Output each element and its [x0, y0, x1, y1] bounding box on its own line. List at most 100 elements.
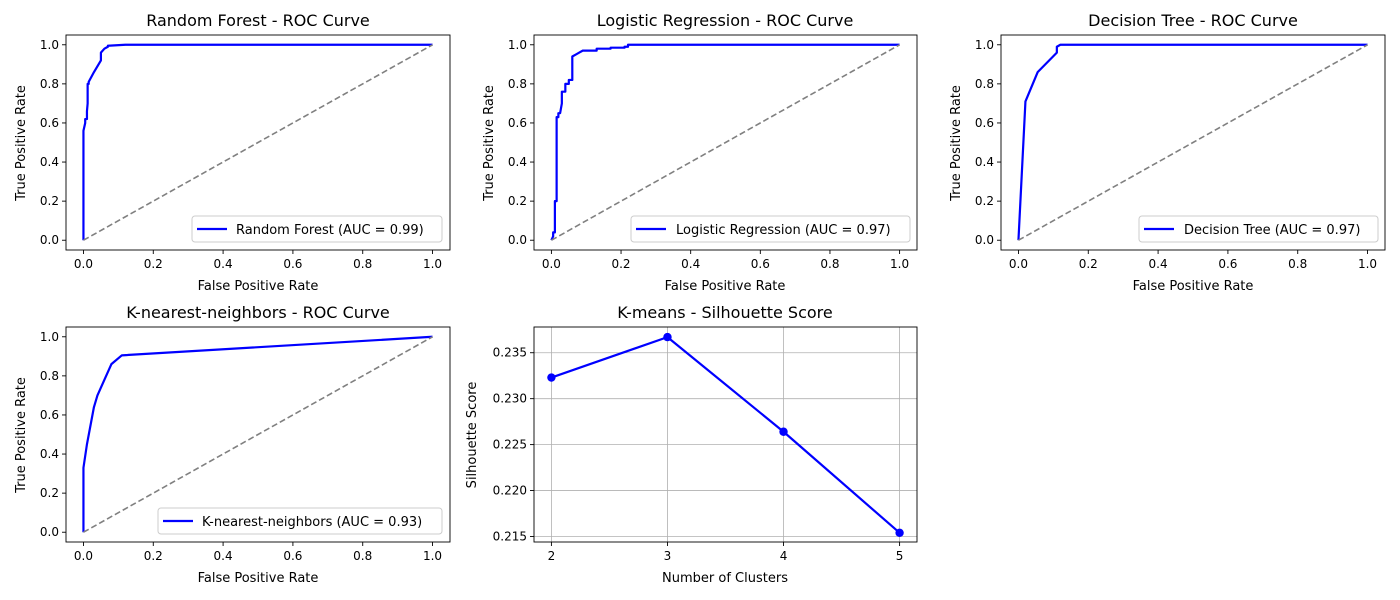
y-tick-label: 0.0: [508, 233, 527, 247]
x-tick-label: 0.8: [353, 549, 372, 563]
y-tick-label: 0.2: [975, 194, 994, 208]
legend-label: Decision Tree (AUC = 0.97): [1184, 223, 1360, 238]
legend-box: [191, 215, 443, 243]
y-tick-label: 0.8: [40, 369, 59, 383]
y-axis-label: True Positive Rate: [14, 377, 29, 494]
x-tick-label: 5: [896, 549, 904, 563]
x-tick-label: 2: [548, 549, 556, 563]
y-tick-label: 0.235: [493, 346, 527, 360]
series-line: [551, 336, 901, 534]
series-line: [1017, 43, 1368, 241]
x-tick-label: 1.0: [890, 257, 909, 271]
chart-title: K-means - Silhouette Score: [617, 303, 833, 322]
x-tick-label: 0.4: [681, 257, 700, 271]
y-tick-label: 0.0: [40, 233, 59, 247]
x-tick-label: 0.6: [283, 257, 302, 271]
y-tick-label: 0.2: [40, 194, 59, 208]
y-tick-label: 0.2: [508, 194, 527, 208]
plot-frame: [65, 34, 451, 251]
x-tick-label: 0.6: [1218, 257, 1237, 271]
chart-title: Logistic Regression - ROC Curve: [597, 11, 854, 30]
y-axis-label: True Positive Rate: [482, 85, 497, 202]
x-tick-label: 1.0: [423, 257, 442, 271]
x-tick-label: 0.0: [1009, 257, 1028, 271]
plot-frame: [65, 326, 451, 543]
y-tick-label: 1.0: [40, 38, 59, 52]
legend-label: Logistic Regression (AUC = 0.97): [676, 223, 891, 238]
x-tick-label: 0.2: [144, 549, 163, 563]
silhouette-score-chart: K-means - Silhouette Score Number of Clu…: [465, 303, 918, 586]
chart-title: K-nearest-neighbors - ROC Curve: [126, 303, 390, 322]
data-point: [779, 427, 788, 436]
chart-title: Random Forest - ROC Curve: [146, 11, 370, 30]
chance-diagonal-line: [83, 44, 433, 241]
legend-box: [630, 215, 911, 243]
y-tick-label: 0.6: [40, 116, 59, 130]
legend-box: [157, 507, 443, 535]
y-tick-label: 0.0: [975, 233, 994, 247]
x-tick-label: 0.0: [74, 549, 93, 563]
plot-frame: [533, 326, 918, 543]
y-tick-label: 0.6: [40, 408, 59, 422]
y-tick-label: 1.0: [508, 38, 527, 52]
x-tick-label: 0.2: [1079, 257, 1098, 271]
y-tick-label: 0.220: [493, 484, 527, 498]
data-point: [895, 528, 904, 538]
y-axis-label: Silhouette Score: [465, 382, 480, 489]
x-axis-label: False Positive Rate: [1133, 279, 1254, 294]
x-tick-label: 0.8: [353, 257, 372, 271]
x-axis-label: Number of Clusters: [662, 571, 788, 586]
chance-diagonal-line: [551, 44, 900, 241]
y-tick-label: 0.6: [508, 116, 527, 130]
x-tick-label: 0.4: [214, 549, 233, 563]
x-tick-label: 0.0: [542, 257, 561, 271]
x-tick-label: 1.0: [423, 549, 442, 563]
x-tick-label: 1.0: [1358, 257, 1377, 271]
x-tick-label: 0.4: [1149, 257, 1168, 271]
y-tick-label: 0.8: [508, 77, 527, 91]
y-tick-label: 0.8: [40, 77, 59, 91]
roc-chart-random-forest: Random Forest - ROC Curve False Positive…: [14, 11, 451, 294]
y-tick-label: 0.8: [975, 77, 994, 91]
x-tick-label: 0.2: [611, 257, 630, 271]
x-tick-label: 0.2: [144, 257, 163, 271]
y-tick-label: 0.215: [493, 529, 527, 543]
y-tick-label: 0.0: [40, 525, 59, 539]
y-tick-label: 0.225: [493, 438, 527, 452]
data-point: [547, 373, 556, 382]
roc-chart-logistic-regression: Logistic Regression - ROC Curve False Po…: [482, 11, 918, 294]
x-axis-label: False Positive Rate: [665, 279, 786, 294]
y-tick-label: 0.4: [40, 447, 59, 461]
x-tick-label: 0.6: [283, 549, 302, 563]
series-line: [550, 43, 900, 241]
roc-chart-k-nearest-neighbors: K-nearest-neighbors - ROC Curve False Po…: [14, 303, 451, 586]
y-axis-label: True Positive Rate: [949, 85, 964, 202]
legend-label: Random Forest (AUC = 0.99): [236, 223, 424, 238]
chance-diagonal-line: [1018, 44, 1368, 241]
x-tick-label: 3: [664, 549, 672, 563]
y-tick-label: 0.4: [975, 155, 994, 169]
y-tick-label: 0.6: [975, 116, 994, 130]
legend-box: [1138, 215, 1379, 243]
x-tick-label: 0.0: [74, 257, 93, 271]
x-tick-label: 0.6: [751, 257, 770, 271]
y-tick-label: 0.230: [493, 392, 527, 406]
series-line: [82, 43, 433, 241]
y-tick-label: 0.4: [40, 155, 59, 169]
roc-chart-decision-tree: Decision Tree - ROC Curve False Positive…: [949, 11, 1386, 294]
plot-frame: [1000, 34, 1386, 251]
series-line: [82, 335, 433, 533]
data-point: [663, 332, 672, 342]
y-tick-label: 1.0: [975, 38, 994, 52]
x-axis-label: False Positive Rate: [198, 279, 319, 294]
legend-label: K-nearest-neighbors (AUC = 0.93): [202, 515, 422, 530]
x-tick-label: 4: [780, 549, 788, 563]
chance-diagonal-line: [83, 336, 433, 533]
y-tick-label: 0.4: [508, 155, 527, 169]
y-axis-label: True Positive Rate: [14, 85, 29, 202]
plot-frame: [533, 34, 918, 251]
chart-title: Decision Tree - ROC Curve: [1088, 11, 1298, 30]
y-tick-label: 1.0: [40, 330, 59, 344]
y-tick-label: 0.2: [40, 486, 59, 500]
